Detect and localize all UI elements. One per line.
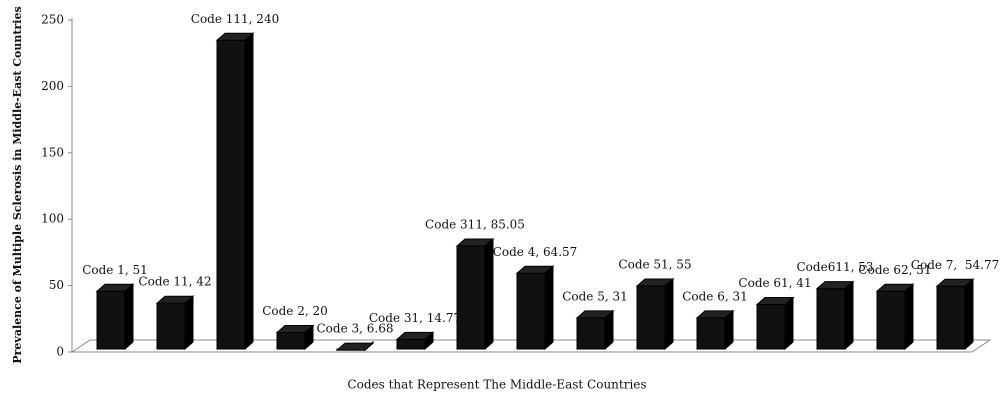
bar bbox=[155, 295, 195, 351]
bar bbox=[755, 296, 795, 351]
bar-face bbox=[276, 331, 306, 350]
bar bbox=[815, 280, 855, 351]
y-tick-label: 100 bbox=[41, 212, 64, 226]
y-tick-label: 200 bbox=[41, 79, 64, 93]
bar-face bbox=[695, 310, 735, 319]
bar-face bbox=[96, 290, 126, 350]
data-label: Code611, 53 bbox=[797, 260, 874, 274]
bar-face bbox=[244, 32, 254, 351]
data-label: Code 6, 31 bbox=[682, 289, 748, 303]
bar-face bbox=[844, 280, 854, 351]
y-tick-label: 50 bbox=[49, 278, 64, 292]
bar-face bbox=[904, 283, 914, 351]
data-label: Code 3, 6.68 bbox=[317, 322, 394, 336]
bar-face bbox=[184, 295, 194, 351]
bar-face bbox=[156, 302, 186, 350]
bar-face bbox=[124, 283, 134, 351]
y-tick-label: 0 bbox=[56, 345, 64, 359]
bar-face bbox=[964, 278, 974, 351]
data-label: Code 51, 55 bbox=[618, 257, 691, 271]
bar bbox=[515, 265, 555, 351]
bar-face bbox=[395, 331, 435, 340]
bar-face bbox=[335, 342, 375, 351]
y-axis-title: Prevalence of Multiple Sclerosis in Midd… bbox=[11, 6, 24, 363]
bar bbox=[875, 283, 915, 351]
bar bbox=[335, 340, 375, 352]
bar-face bbox=[576, 317, 606, 350]
bar-face bbox=[815, 281, 855, 290]
data-label: Code 5, 31 bbox=[562, 289, 628, 303]
data-label: Code 11, 42 bbox=[138, 275, 211, 289]
data-label: Code 31, 14.77 bbox=[369, 311, 461, 325]
bar-face bbox=[575, 310, 615, 319]
bar-face bbox=[275, 324, 315, 333]
bar bbox=[215, 32, 255, 351]
bar bbox=[575, 309, 615, 351]
data-label: Code 61, 41 bbox=[738, 276, 811, 290]
bar-face bbox=[635, 278, 675, 287]
bar-face bbox=[95, 283, 135, 292]
bar-face bbox=[216, 39, 246, 350]
bar-face bbox=[876, 290, 906, 350]
bar bbox=[935, 278, 975, 351]
bar-face bbox=[816, 288, 846, 350]
bar-face bbox=[755, 297, 795, 306]
data-label: Code 7, 54.77 bbox=[911, 258, 999, 272]
x-axis-title: Codes that Represent The Middle-East Cou… bbox=[347, 378, 646, 392]
bar-face bbox=[456, 245, 486, 350]
bar-face bbox=[396, 338, 426, 350]
bar-face bbox=[936, 285, 966, 350]
data-label: Code 111, 240 bbox=[191, 12, 279, 26]
bar-face bbox=[636, 285, 666, 350]
data-label: Code 62, 51 bbox=[858, 263, 931, 277]
data-label: Code 2, 20 bbox=[262, 304, 328, 318]
bar-face bbox=[664, 277, 674, 351]
y-tick-label: 150 bbox=[41, 145, 64, 159]
bar-face bbox=[935, 278, 975, 287]
bar bbox=[635, 277, 675, 351]
bar-face bbox=[215, 32, 255, 41]
bar bbox=[275, 324, 315, 351]
bar-face bbox=[784, 296, 794, 351]
bar-face bbox=[516, 272, 546, 350]
data-label: Code 1, 51 bbox=[82, 263, 148, 277]
bar bbox=[95, 283, 135, 351]
bar-face bbox=[515, 265, 555, 274]
data-label: Code 4, 64.57 bbox=[493, 245, 578, 259]
bar bbox=[455, 237, 495, 351]
bar bbox=[695, 309, 735, 351]
bar-face bbox=[875, 283, 915, 292]
bar bbox=[395, 331, 435, 351]
bar-face bbox=[696, 317, 726, 350]
bar-face bbox=[455, 238, 495, 247]
bar-face bbox=[756, 304, 786, 350]
bar-face bbox=[544, 265, 554, 351]
y-tick-label: 250 bbox=[41, 13, 64, 27]
bar-face bbox=[155, 295, 195, 304]
data-label: Code 311, 85.05 bbox=[425, 218, 525, 232]
